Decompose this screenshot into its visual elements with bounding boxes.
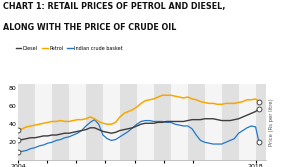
Bar [137, 84, 154, 160]
Bar [52, 84, 69, 160]
Bar [120, 84, 137, 160]
Bar [239, 84, 255, 160]
Bar [188, 84, 205, 160]
Legend: Diesel, Petrol, Indian crude basket: Diesel, Petrol, Indian crude basket [16, 46, 123, 51]
Bar [255, 84, 272, 160]
Y-axis label: Price (Rs per litre): Price (Rs per litre) [268, 98, 274, 146]
Bar [69, 84, 86, 160]
Bar [171, 84, 188, 160]
Bar [154, 84, 171, 160]
Bar [35, 84, 52, 160]
Bar [205, 84, 222, 160]
Text: CHART 1: RETAIL PRICES OF PETROL AND DIESEL,: CHART 1: RETAIL PRICES OF PETROL AND DIE… [3, 2, 225, 11]
Bar [222, 84, 239, 160]
Bar [18, 84, 35, 160]
Text: ALONG WITH THE PRICE OF CRUDE OIL: ALONG WITH THE PRICE OF CRUDE OIL [3, 23, 176, 32]
Bar [86, 84, 103, 160]
Bar [103, 84, 120, 160]
